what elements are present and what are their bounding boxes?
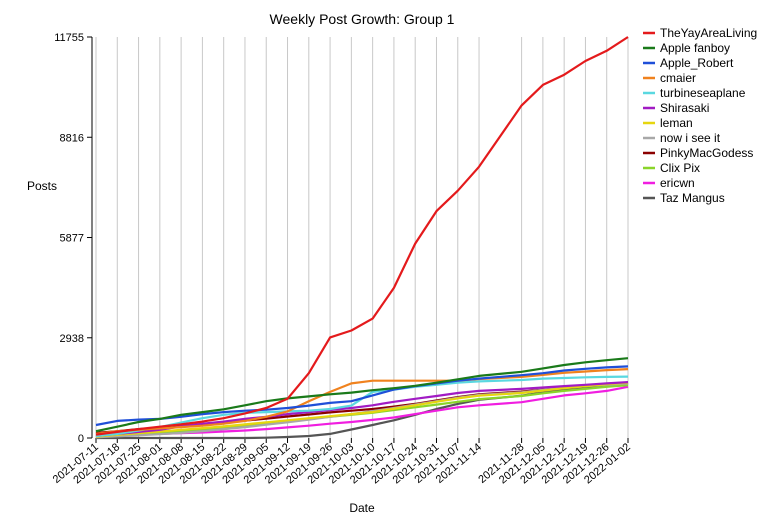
series-line [95, 357, 629, 433]
legend-label: Taz Mangus [660, 191, 725, 205]
legend-label: Shirasaki [660, 101, 709, 115]
series-line [95, 365, 629, 427]
legend-label: now i see it [660, 131, 721, 145]
legend-label: PinkyMacGodess [660, 146, 753, 160]
series-lines [95, 36, 629, 440]
legend-label: Apple_Robert [660, 56, 734, 70]
legend-label: Clix Pix [660, 161, 700, 175]
y-tick-label: 8816 [60, 132, 84, 144]
y-tick-label: 0 [78, 433, 84, 445]
series-line [95, 36, 629, 436]
chart-title: Weekly Post Growth: Group 1 [270, 11, 455, 27]
legend-label: cmaier [660, 71, 696, 85]
y-tick-label: 11755 [54, 32, 84, 44]
x-axis-label: Date [349, 501, 375, 515]
legend-label: turbineseaplane [660, 86, 746, 100]
legend-label: Apple fanboy [660, 41, 730, 55]
y-axis-label: Posts [27, 179, 57, 193]
y-tick-labels: 0 2938 5877 8816 11755 [54, 32, 92, 445]
y-tick-label: 2938 [60, 333, 84, 345]
legend-label: TheYayAreaLiving [660, 26, 757, 40]
legend-label: leman [660, 116, 693, 130]
x-tick-labels: 2021-07-112021-07-182021-07-252021-08-01… [51, 438, 633, 486]
series-line [95, 368, 629, 435]
series-line [95, 375, 629, 438]
legend-label: ericwn [660, 176, 695, 190]
series-line [95, 381, 629, 438]
y-tick-label: 5877 [60, 233, 84, 245]
